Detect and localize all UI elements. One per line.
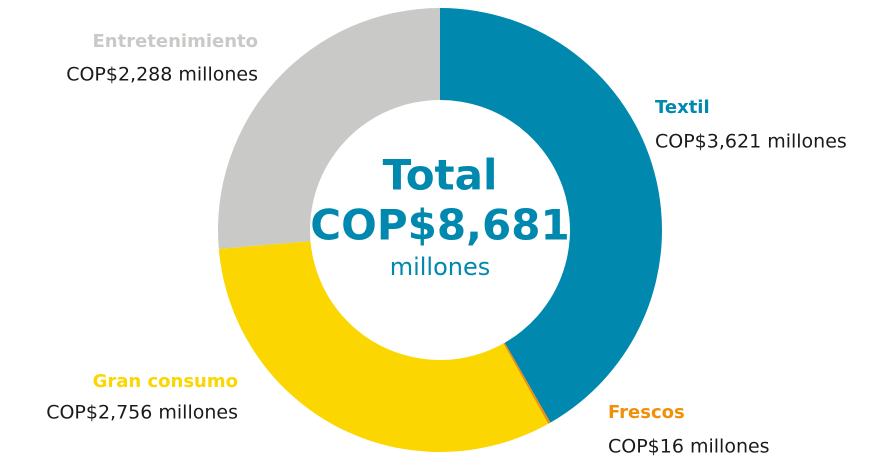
donut-segment xyxy=(503,342,551,424)
center-total: COP$8,681 xyxy=(310,201,569,250)
segment-value-label: COP$16 millones xyxy=(608,436,770,458)
center-unit: millones xyxy=(390,253,491,281)
donut-segment xyxy=(217,8,440,249)
segment-value-label: COP$2,756 millones xyxy=(46,402,238,424)
segment-value-label: COP$2,288 millones xyxy=(66,64,258,86)
segment-name: Gran consumo xyxy=(93,371,238,392)
donut-segment xyxy=(440,8,662,423)
segment-value-label: COP$3,621 millones xyxy=(655,131,847,153)
donut-segment xyxy=(218,241,549,452)
center: Total COP$8,681 millones xyxy=(310,151,569,282)
center-title: Total xyxy=(383,151,498,200)
segment-name: Frescos xyxy=(608,402,685,423)
segment-name: Entretenimiento xyxy=(92,31,258,52)
segment-name: Textil xyxy=(655,97,710,118)
